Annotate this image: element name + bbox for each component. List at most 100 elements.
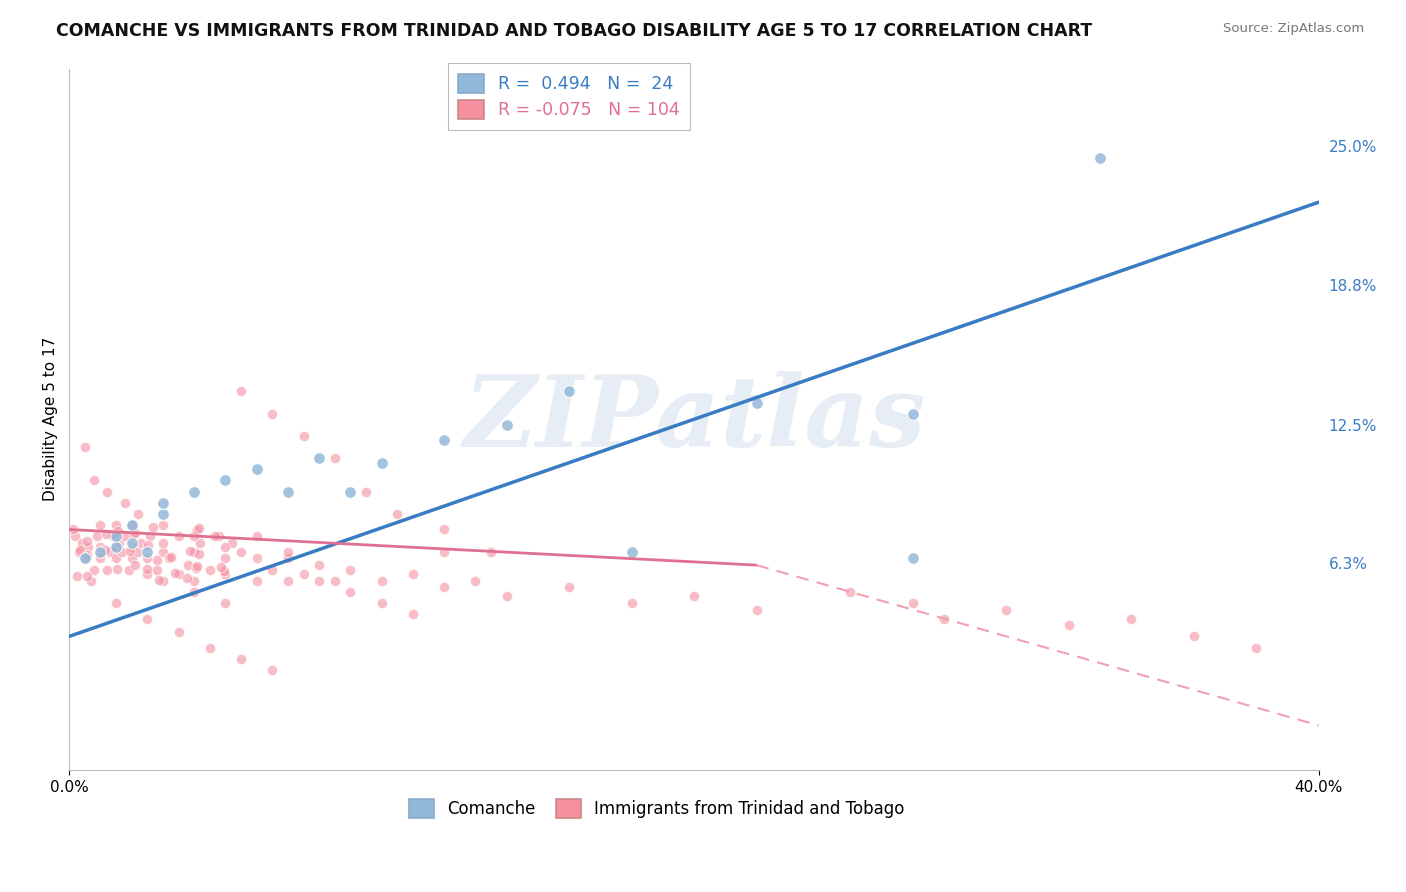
Point bbox=[127, 545, 149, 559]
Point bbox=[76, 569, 98, 583]
Point bbox=[184, 560, 207, 574]
Point bbox=[323, 574, 346, 588]
Point bbox=[121, 551, 143, 566]
Point bbox=[105, 541, 128, 555]
Point bbox=[221, 536, 243, 550]
Point bbox=[745, 602, 768, 616]
Point bbox=[620, 545, 643, 559]
Point bbox=[262, 563, 284, 577]
Point bbox=[121, 518, 143, 533]
Point bbox=[105, 541, 128, 555]
Point bbox=[558, 384, 581, 399]
Point bbox=[214, 551, 236, 566]
Point bbox=[152, 507, 174, 521]
Point bbox=[262, 407, 284, 421]
Y-axis label: Disability Age 5 to 17: Disability Age 5 to 17 bbox=[44, 337, 58, 501]
Point bbox=[127, 507, 149, 521]
Point bbox=[136, 551, 159, 566]
Point bbox=[246, 574, 269, 588]
Point bbox=[89, 541, 111, 555]
Point bbox=[136, 562, 159, 576]
Point bbox=[152, 536, 174, 550]
Point bbox=[212, 565, 235, 579]
Point bbox=[96, 527, 118, 541]
Point bbox=[277, 484, 299, 499]
Point bbox=[354, 484, 377, 499]
Point bbox=[214, 541, 236, 555]
Point bbox=[214, 567, 236, 582]
Point bbox=[160, 549, 183, 564]
Point bbox=[83, 563, 105, 577]
Point bbox=[129, 536, 152, 550]
Text: ZIPatlas: ZIPatlas bbox=[463, 371, 925, 467]
Point bbox=[183, 545, 205, 559]
Point bbox=[142, 520, 165, 534]
Point bbox=[122, 527, 145, 541]
Point bbox=[105, 562, 128, 576]
Point bbox=[167, 529, 190, 543]
Point bbox=[479, 545, 502, 559]
Point bbox=[339, 563, 361, 577]
Point bbox=[76, 548, 98, 562]
Point bbox=[339, 585, 361, 599]
Point bbox=[62, 522, 84, 536]
Point bbox=[152, 496, 174, 510]
Point bbox=[167, 624, 190, 639]
Point bbox=[308, 558, 330, 573]
Point bbox=[901, 407, 924, 421]
Point bbox=[186, 559, 208, 574]
Point bbox=[157, 551, 180, 566]
Point bbox=[176, 571, 198, 585]
Point bbox=[148, 574, 170, 588]
Point bbox=[101, 529, 124, 543]
Point bbox=[124, 558, 146, 573]
Point bbox=[1182, 629, 1205, 643]
Point bbox=[77, 541, 100, 555]
Point bbox=[117, 563, 139, 577]
Point bbox=[114, 496, 136, 510]
Point bbox=[108, 536, 131, 550]
Point bbox=[277, 574, 299, 588]
Point bbox=[105, 529, 128, 543]
Point bbox=[214, 596, 236, 610]
Point bbox=[124, 526, 146, 541]
Point bbox=[105, 596, 128, 610]
Point bbox=[387, 507, 409, 521]
Point bbox=[66, 569, 89, 583]
Point bbox=[70, 536, 93, 550]
Point bbox=[1088, 151, 1111, 165]
Text: Source: ZipAtlas.com: Source: ZipAtlas.com bbox=[1223, 22, 1364, 36]
Point bbox=[136, 567, 159, 582]
Point bbox=[839, 585, 862, 599]
Point bbox=[229, 545, 252, 559]
Point bbox=[136, 611, 159, 625]
Point bbox=[246, 551, 269, 566]
Point bbox=[901, 551, 924, 566]
Point bbox=[620, 596, 643, 610]
Point bbox=[80, 574, 103, 588]
Point bbox=[433, 545, 456, 559]
Point bbox=[105, 518, 128, 533]
Point bbox=[146, 552, 169, 566]
Point bbox=[120, 544, 142, 558]
Point bbox=[152, 545, 174, 559]
Point bbox=[204, 529, 226, 543]
Point bbox=[152, 518, 174, 533]
Point bbox=[94, 543, 117, 558]
Point bbox=[229, 651, 252, 665]
Point bbox=[683, 589, 706, 603]
Point bbox=[198, 640, 221, 655]
Point bbox=[121, 541, 143, 555]
Point bbox=[433, 434, 456, 448]
Point bbox=[246, 462, 269, 476]
Point bbox=[932, 611, 955, 625]
Point bbox=[339, 484, 361, 499]
Point bbox=[89, 551, 111, 566]
Point bbox=[121, 536, 143, 550]
Point bbox=[145, 563, 167, 577]
Point bbox=[69, 543, 91, 558]
Point bbox=[107, 524, 129, 538]
Point bbox=[111, 545, 134, 559]
Point bbox=[1246, 640, 1268, 655]
Point bbox=[402, 567, 425, 582]
